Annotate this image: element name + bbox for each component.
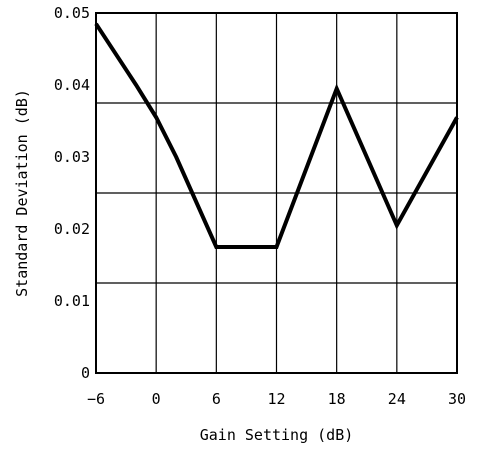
- tick-labels: −6 0 6 12 18 24 30 0 0.01 0.02 0.03 0.04 0.05: [54, 4, 466, 408]
- grid: [96, 13, 457, 373]
- x-tick-label: 30: [448, 390, 466, 408]
- y-tick-label: 0.01: [54, 292, 90, 310]
- x-tick-label: 18: [328, 390, 346, 408]
- x-tick-label: 12: [267, 390, 285, 408]
- x-tick-label: −6: [87, 390, 105, 408]
- x-tick-label: 6: [212, 390, 221, 408]
- plot-frame: [95, 12, 458, 374]
- y-tick-label: 0.04: [54, 76, 90, 94]
- x-axis-title: Gain Setting (dB): [200, 426, 354, 444]
- y-tick-label: 0.02: [54, 220, 90, 238]
- series-layer: [94, 22, 459, 249]
- y-axis-title: Standard Deviation (dB): [13, 89, 31, 297]
- x-tick-label: 0: [152, 390, 161, 408]
- x-tick-label: 24: [388, 390, 406, 408]
- y-tick-label: 0: [81, 364, 90, 382]
- y-tick-label: 0.03: [54, 148, 90, 166]
- y-tick-label: 0.05: [54, 4, 90, 22]
